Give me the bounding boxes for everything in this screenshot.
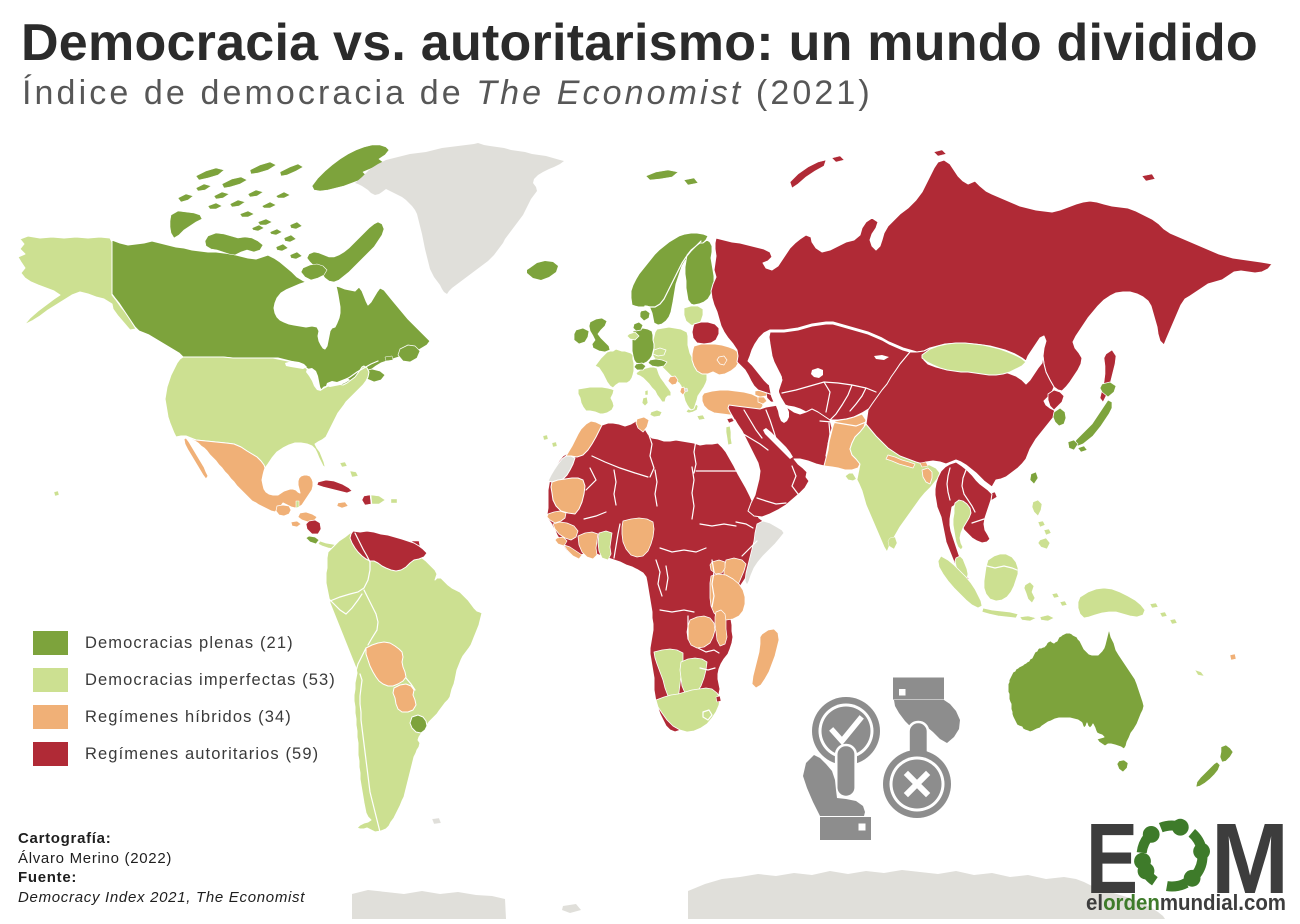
svg-text:elordenmundial.com: elordenmundial.com [1086,890,1286,915]
svg-text:M: M [1211,803,1289,915]
svg-text:E: E [1086,803,1138,915]
